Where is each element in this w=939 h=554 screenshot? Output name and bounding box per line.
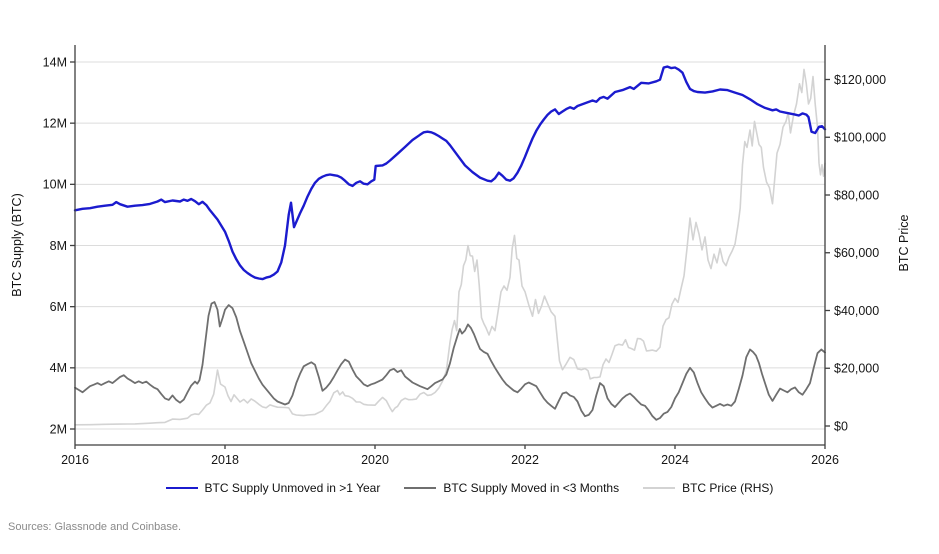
chart-legend: BTC Supply Unmoved in >1 Year BTC Supply… [0, 481, 939, 495]
legend-label: BTC Supply Moved in <3 Months [443, 481, 620, 495]
x-axis-tick-label: 2020 [361, 453, 389, 467]
legend-item-btc-price: BTC Price (RHS) [643, 481, 773, 495]
right-axis-tick-label: $0 [834, 419, 848, 433]
legend-label: BTC Supply Unmoved in >1 Year [204, 481, 381, 495]
x-axis-tick-label: 2022 [511, 453, 539, 467]
left-axis-tick-label: 14M [43, 55, 67, 69]
x-axis-tick-label: 2024 [661, 453, 689, 467]
series-line-btc-supply-unmoved-in-1-year [73, 65, 827, 281]
legend-line-swatch-blue-icon [165, 487, 198, 489]
left-axis-tick-label: 12M [43, 116, 67, 130]
left-axis-title: BTC Supply (BTC) [10, 193, 24, 297]
right-axis-tick-label: $100,000 [834, 131, 886, 145]
series-line-btc-supply-moved-in-3-months [74, 301, 826, 421]
legend-line-swatch-lightgray-icon [643, 487, 676, 489]
x-axis-tick-label: 2016 [61, 453, 89, 467]
right-axis-tick-label: $80,000 [834, 188, 879, 202]
left-axis-tick-label: 6M [50, 300, 67, 314]
x-axis-tick-label: 2018 [211, 453, 239, 467]
legend-label: BTC Price (RHS) [682, 481, 774, 495]
series-line-btc-price-rhs- [74, 68, 826, 426]
right-axis-title: BTC Price [897, 214, 911, 272]
right-axis-tick-label: $20,000 [834, 362, 879, 376]
left-axis-tick-label: 10M [43, 178, 67, 192]
left-axis-tick-label: 8M [50, 239, 67, 253]
left-axis-tick-label: 4M [50, 361, 67, 375]
legend-line-swatch-gray-icon [404, 487, 437, 489]
right-axis-tick-label: $120,000 [834, 73, 886, 87]
right-axis-tick-label: $60,000 [834, 246, 879, 260]
right-axis-tick-label: $40,000 [834, 304, 879, 318]
left-axis-tick-label: 2M [50, 422, 67, 436]
legend-item-btc-supply-unmoved: BTC Supply Unmoved in >1 Year [165, 481, 381, 495]
x-axis-tick-label: 2026 [811, 453, 839, 467]
source-note: Sources: Glassnode and Coinbase. [8, 521, 182, 533]
legend-item-btc-supply-moved: BTC Supply Moved in <3 Months [404, 481, 619, 495]
